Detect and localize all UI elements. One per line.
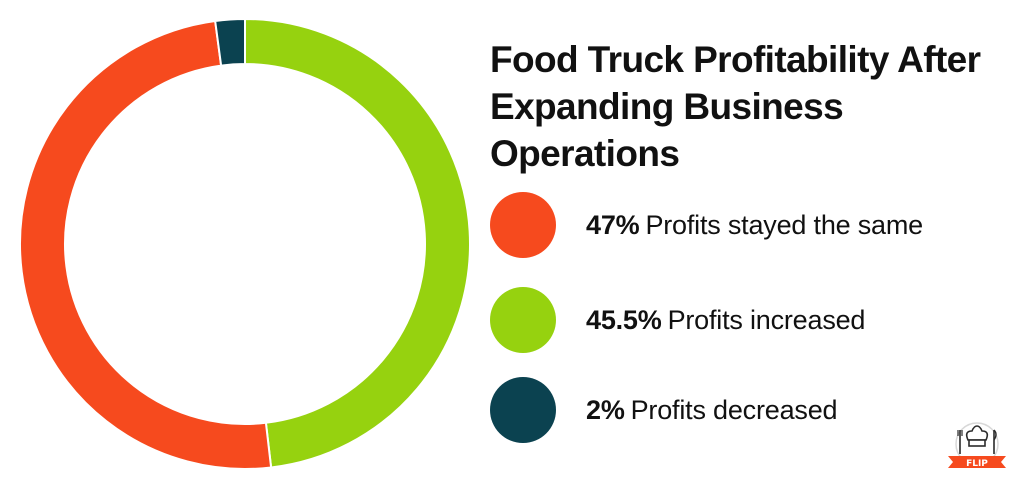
logo-text: FLIP <box>966 459 988 469</box>
legend-swatch-stayed-same <box>490 192 556 258</box>
donut-slice-profits-increased <box>244 17 471 469</box>
legend-percent: 45.5% <box>586 304 662 335</box>
donut-slice-profits-decreased <box>214 17 246 67</box>
legend-percent: 47% <box>586 209 640 240</box>
legend-text: 45.5% Profits increased <box>586 305 865 336</box>
legend-percent: 2% <box>586 394 625 425</box>
legend-text: 47% Profits stayed the same <box>586 210 923 241</box>
legend-text: 2% Profits decreased <box>586 394 838 426</box>
legend-label: Profits decreased <box>630 394 838 425</box>
legend-item-stayed-same: 47% Profits stayed the same <box>490 192 923 258</box>
logo-ribbon <box>948 456 1006 468</box>
flip-logo: FLIP <box>948 422 1006 469</box>
legend-label: Profits stayed the same <box>645 209 923 240</box>
donut-slice-profits-stayed-the-same <box>18 19 273 470</box>
legend-swatch-decreased <box>490 377 556 443</box>
legend-swatch-increased <box>490 287 556 353</box>
legend-item-increased: 45.5% Profits increased <box>490 287 865 353</box>
donut-chart <box>18 17 471 470</box>
chef-hat-utensils-icon <box>957 425 997 454</box>
legend-label: Profits increased <box>667 304 866 335</box>
legend-item-decreased: 2% Profits decreased <box>490 377 838 443</box>
chart-title: Food Truck Profitability After Expanding… <box>490 39 981 174</box>
